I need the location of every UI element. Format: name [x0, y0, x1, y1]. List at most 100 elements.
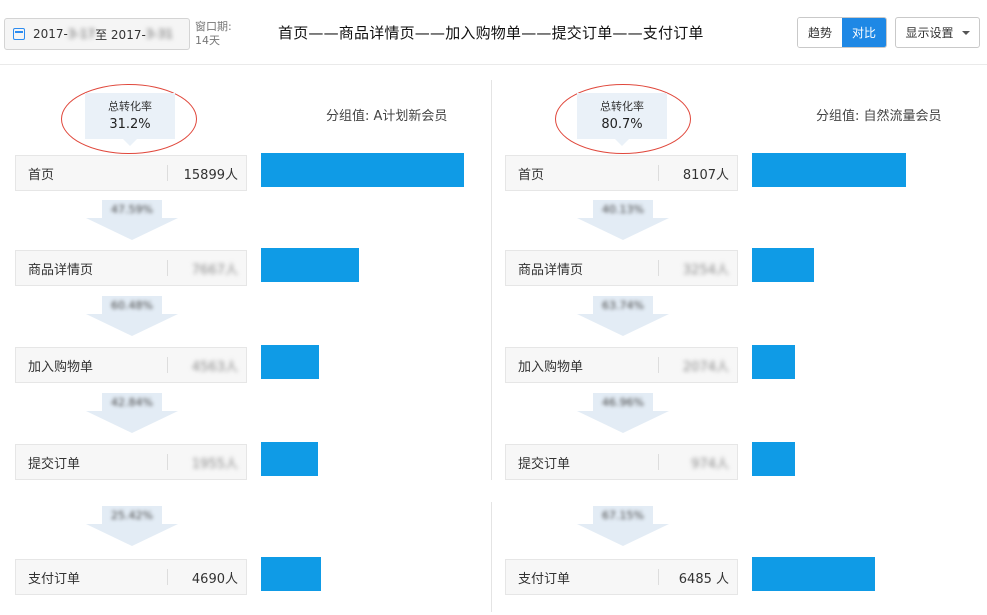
- funnel-bar[interactable]: [752, 153, 906, 187]
- trend-tab[interactable]: 趋势: [798, 18, 842, 47]
- down-arrow-icon: [86, 296, 178, 336]
- step-separator: [658, 569, 659, 585]
- funnel-step: 商品详情页 3254人: [505, 250, 738, 286]
- date-range-end-blurred: 3-31: [145, 27, 174, 41]
- funnel-bar[interactable]: [752, 248, 814, 282]
- conversion-rate: 42.84%: [111, 396, 153, 409]
- conversion-arrow: 60.48%: [86, 296, 178, 336]
- date-range-start-prefix: 2017-: [33, 27, 68, 41]
- funnel-step-count: 2074人: [682, 359, 729, 375]
- funnel-bar[interactable]: [261, 557, 321, 591]
- funnel-step-name: 商品详情页: [518, 262, 584, 278]
- funnel-step: 加入购物单 2074人: [505, 347, 738, 383]
- step-separator: [658, 260, 659, 276]
- step-separator: [167, 569, 168, 585]
- conversion-arrow: 63.74%: [577, 296, 669, 336]
- funnel-step-count: 6485 人: [678, 571, 729, 587]
- funnel-step-name: 首页: [28, 167, 55, 183]
- funnel-step-name: 提交订单: [28, 456, 81, 472]
- funnel-bar[interactable]: [752, 345, 795, 379]
- funnel-step-name: 支付订单: [28, 571, 81, 587]
- funnel-step-count: 1955人: [191, 456, 238, 472]
- display-settings-dropdown[interactable]: 显示设置: [895, 17, 980, 48]
- window-period-value: 14天: [195, 34, 220, 47]
- step-separator: [658, 165, 659, 181]
- conversion-rate: 63.74%: [602, 299, 644, 312]
- window-period: 窗口期: 14天: [195, 20, 232, 48]
- funnel-step-count: 7667人: [191, 262, 238, 278]
- funnel-panel-a: 总转化率 31.2% 分组值: A计划新会员 首页 15899人商品详情页 7667…: [0, 64, 491, 615]
- total-conversion-value: 31.2%: [109, 117, 151, 132]
- window-period-label: 窗口期:: [195, 20, 232, 33]
- funnel-step-count: 4690人: [191, 571, 238, 587]
- step-separator: [658, 454, 659, 470]
- date-range-picker[interactable]: 2017- 3-17 至 2017- 3-31: [4, 18, 190, 50]
- view-toggle: 趋势 对比: [797, 17, 887, 48]
- step-separator: [167, 165, 168, 181]
- down-arrow-icon: [577, 200, 669, 240]
- rate-highlight-ring: [555, 84, 691, 154]
- group-value-label: 分组值: 自然流量会员: [816, 109, 942, 124]
- funnel-step-count: 8107人: [682, 167, 729, 183]
- funnel-step-count: 15899人: [183, 167, 238, 183]
- total-conversion-box: 总转化率 31.2%: [85, 93, 175, 146]
- conversion-rate: 46.96%: [602, 396, 644, 409]
- panel-divider-lower: [491, 502, 492, 612]
- display-settings-label: 显示设置: [905, 26, 954, 40]
- funnel-bar[interactable]: [261, 345, 319, 379]
- funnel-flow-title: 首页——商品详情页——加入购物单——提交订单——支付订单: [278, 24, 704, 42]
- funnel-step: 支付订单 6485 人: [505, 559, 738, 595]
- compare-tab[interactable]: 对比: [842, 18, 886, 47]
- calendar-icon: [13, 28, 25, 40]
- rate-highlight-ring: [61, 84, 197, 154]
- total-conversion-value: 80.7%: [601, 117, 643, 132]
- conversion-arrow: 67.15%: [577, 506, 669, 546]
- funnel-step-name: 首页: [518, 167, 545, 183]
- step-separator: [658, 357, 659, 373]
- total-conversion-label: 总转化率: [600, 100, 644, 113]
- funnel-bar[interactable]: [752, 557, 875, 591]
- funnel-step: 加入购物单 4563人: [15, 347, 247, 383]
- funnel-bar[interactable]: [261, 153, 464, 187]
- funnel-step: 首页 8107人: [505, 155, 738, 191]
- funnel-step-count: 974人: [691, 456, 729, 472]
- funnel-step: 提交订单 1955人: [15, 444, 247, 480]
- funnel-step-name: 商品详情页: [28, 262, 94, 278]
- caret-down-icon: [961, 30, 970, 35]
- funnel-step-name: 提交订单: [518, 456, 571, 472]
- down-arrow-icon: [86, 200, 178, 240]
- total-conversion-box: 总转化率 80.7%: [577, 93, 667, 146]
- conversion-rate: 60.48%: [111, 299, 153, 312]
- funnel-step-count: 3254人: [682, 262, 729, 278]
- funnel-step-name: 支付订单: [518, 571, 571, 587]
- down-arrow-icon: [577, 393, 669, 433]
- down-arrow-icon: [577, 296, 669, 336]
- conversion-arrow: 40.13%: [577, 200, 669, 240]
- down-arrow-icon: [86, 506, 178, 546]
- group-value-label: 分组值: A计划新会员: [326, 109, 448, 124]
- funnel-step: 支付订单 4690人: [15, 559, 247, 595]
- conversion-arrow: 25.42%: [86, 506, 178, 546]
- step-separator: [167, 357, 168, 373]
- funnel-step: 商品详情页 7667人: [15, 250, 247, 286]
- funnel-panel-b: 总转化率 80.7% 分组值: 自然流量会员 首页 8107人商品详情页 3254人…: [491, 64, 982, 615]
- date-range-start-blurred: 3-17: [67, 27, 96, 41]
- funnel-bar[interactable]: [261, 442, 318, 476]
- down-arrow-icon: [86, 393, 178, 433]
- conversion-arrow: 42.84%: [86, 393, 178, 433]
- funnel-step-name: 加入购物单: [28, 359, 94, 375]
- down-arrow-icon: [577, 506, 669, 546]
- top-toolbar: 2017- 3-17 至 2017- 3-31 窗口期: 14天 首页——商品详…: [0, 0, 987, 64]
- funnel-bar[interactable]: [261, 248, 359, 282]
- funnel-step: 提交订单 974人: [505, 444, 738, 480]
- funnel-bar[interactable]: [752, 442, 795, 476]
- step-separator: [167, 260, 168, 276]
- conversion-rate: 67.15%: [602, 509, 644, 522]
- conversion-rate: 40.13%: [602, 203, 644, 216]
- header-divider: [0, 64, 987, 65]
- funnel-step-count: 4563人: [191, 359, 238, 375]
- conversion-arrow: 46.96%: [577, 393, 669, 433]
- funnel-step-name: 加入购物单: [518, 359, 584, 375]
- total-conversion-label: 总转化率: [108, 100, 152, 113]
- conversion-arrow: 47.59%: [86, 200, 178, 240]
